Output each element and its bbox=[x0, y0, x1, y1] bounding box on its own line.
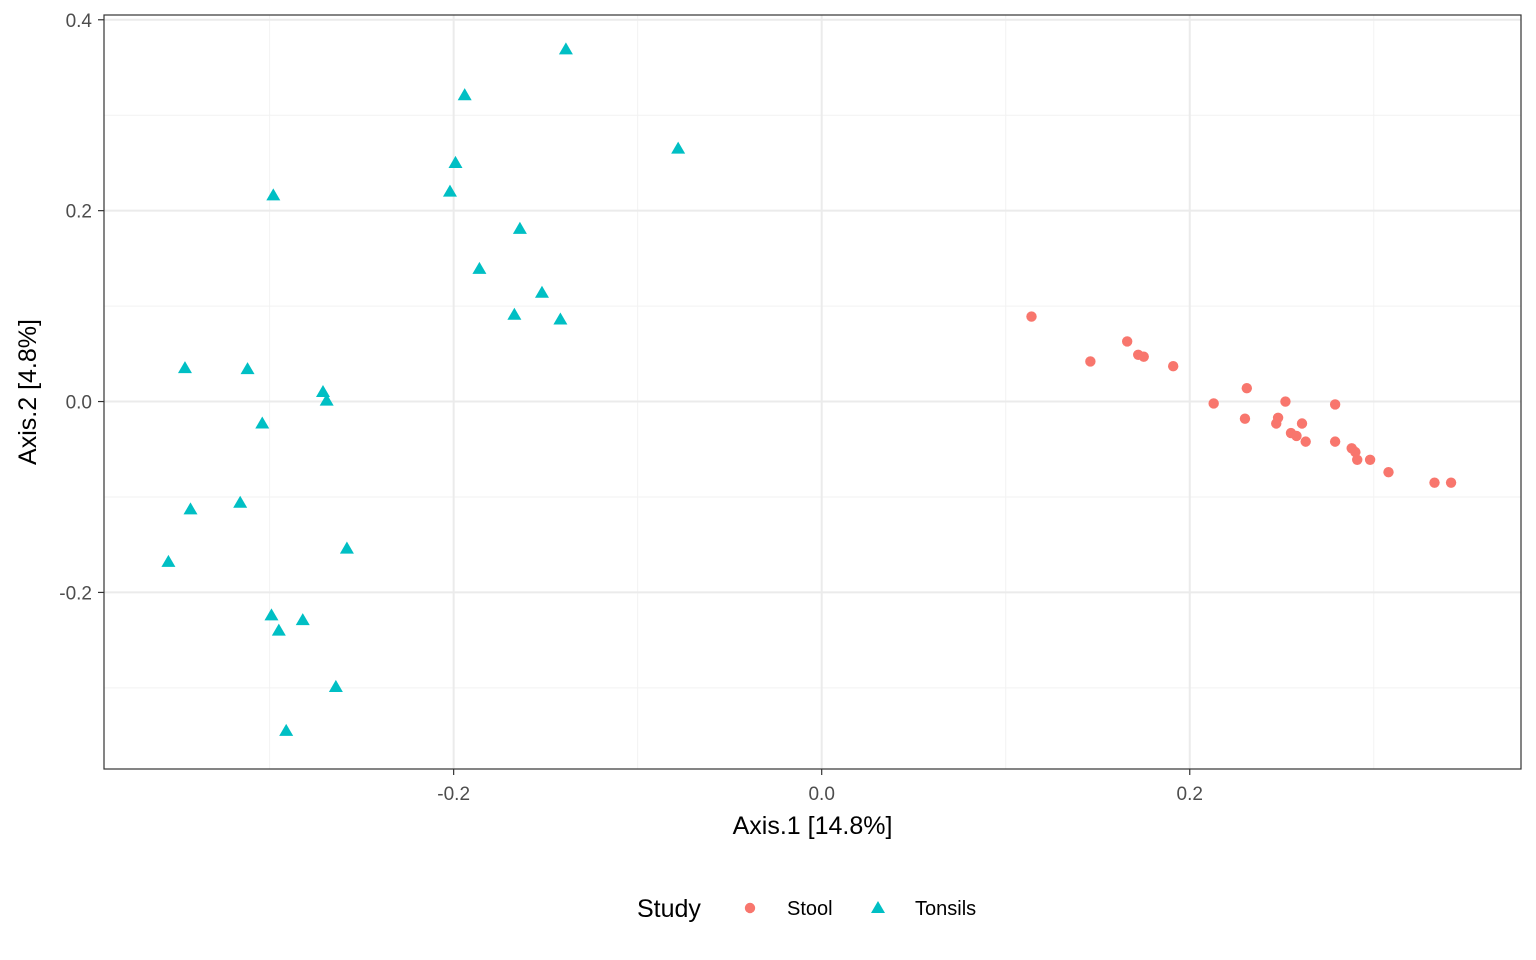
x-axis-ticks: -0.2 0.0 0.2 bbox=[437, 769, 1203, 805]
point-stool bbox=[1329, 399, 1341, 410]
point-tonsils bbox=[177, 361, 192, 374]
point-stool bbox=[1445, 477, 1457, 488]
point-tonsils bbox=[472, 261, 487, 274]
point-tonsils bbox=[233, 495, 248, 508]
legend-key-stool bbox=[744, 902, 756, 914]
point-tonsils bbox=[339, 541, 354, 554]
point-stool bbox=[1383, 466, 1394, 478]
legend-label-tonsils: Tonsils bbox=[915, 898, 976, 920]
point-tonsils bbox=[442, 184, 457, 197]
major-gridlines bbox=[104, 15, 1521, 769]
point-stool bbox=[1364, 454, 1376, 465]
point-stool bbox=[1300, 436, 1311, 447]
point-tonsils bbox=[507, 307, 522, 320]
point-tonsils bbox=[264, 608, 279, 621]
point-stool bbox=[1208, 398, 1219, 409]
point-tonsils bbox=[161, 554, 176, 567]
point-stool bbox=[1429, 477, 1440, 488]
point-stool bbox=[1271, 418, 1282, 429]
data-points bbox=[161, 42, 1457, 736]
legend-label-stool: Stool bbox=[787, 898, 833, 920]
point-stool bbox=[1085, 356, 1096, 367]
minor-gridlines bbox=[104, 15, 1521, 769]
y-tick-label: 0.4 bbox=[66, 11, 93, 32]
x-tick-label: -0.2 bbox=[437, 784, 470, 805]
point-tonsils bbox=[534, 285, 549, 298]
point-tonsils bbox=[328, 679, 343, 692]
point-stool bbox=[1167, 361, 1179, 372]
point-tonsils bbox=[319, 393, 334, 406]
y-tick-label: 0.0 bbox=[66, 393, 92, 414]
plot-panel-border bbox=[103, 14, 1522, 770]
legend-key-tonsils bbox=[871, 901, 885, 914]
point-stool bbox=[1352, 454, 1363, 465]
point-stool bbox=[1138, 351, 1149, 362]
y-tick-label: -0.2 bbox=[59, 583, 92, 604]
point-tonsils bbox=[240, 362, 255, 375]
point-stool bbox=[1026, 311, 1037, 322]
y-axis-ticks: -0.2 0.0 0.2 0.4 bbox=[59, 11, 104, 604]
legend-title: Study bbox=[637, 895, 701, 923]
y-tick-label: 0.2 bbox=[66, 202, 92, 223]
point-tonsils bbox=[558, 42, 573, 55]
point-stool bbox=[1329, 436, 1341, 447]
point-tonsils bbox=[553, 312, 568, 325]
point-stool bbox=[1121, 336, 1133, 347]
point-stool bbox=[1239, 413, 1251, 424]
point-stool bbox=[1241, 382, 1253, 394]
point-stool bbox=[1296, 418, 1308, 429]
point-tonsils bbox=[279, 723, 294, 736]
point-tonsils bbox=[448, 155, 463, 168]
point-tonsils bbox=[512, 221, 527, 234]
point-tonsils bbox=[671, 141, 686, 154]
point-tonsils bbox=[271, 623, 286, 636]
point-tonsils bbox=[457, 88, 472, 101]
y-axis-title: Axis.2 [4.8%] bbox=[14, 319, 42, 465]
point-tonsils bbox=[266, 188, 281, 201]
point-stool bbox=[1291, 430, 1302, 442]
point-tonsils bbox=[295, 613, 310, 626]
point-tonsils bbox=[255, 416, 270, 429]
point-stool bbox=[1280, 396, 1291, 407]
legend: Study Stool Tonsils bbox=[637, 895, 976, 923]
x-tick-label: 0.2 bbox=[1177, 784, 1203, 805]
x-axis-title: Axis.1 [14.8%] bbox=[733, 812, 893, 840]
x-tick-label: 0.0 bbox=[808, 784, 834, 805]
point-tonsils bbox=[183, 502, 198, 515]
